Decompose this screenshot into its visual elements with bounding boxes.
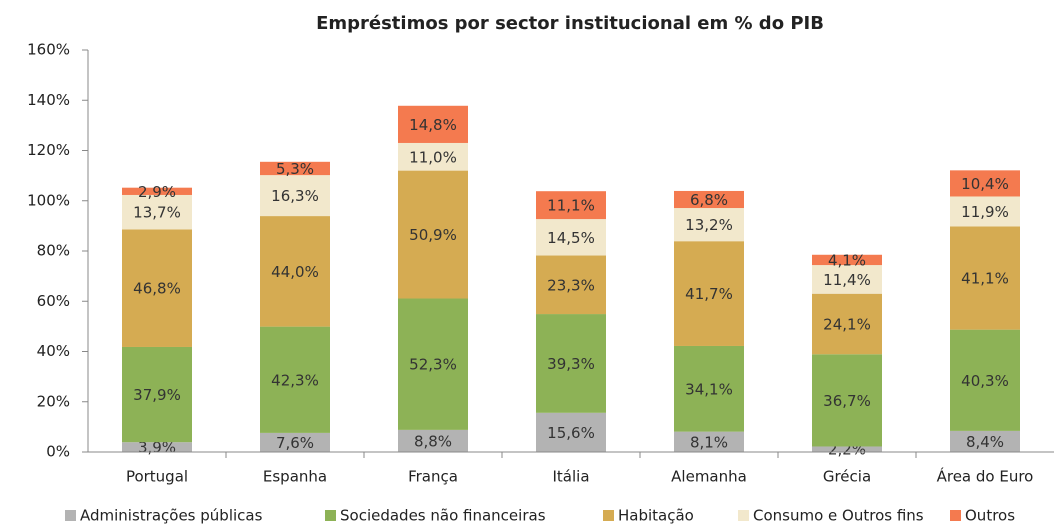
bar-segment	[398, 298, 468, 430]
data-label: 15,6%	[547, 424, 595, 442]
bar-segment	[536, 314, 606, 413]
bar-segment	[260, 326, 330, 433]
x-tick-label: Área do Euro	[937, 467, 1034, 486]
y-tick-label: 140%	[27, 91, 70, 109]
data-label: 10,4%	[961, 175, 1009, 193]
bar-segment	[260, 175, 330, 217]
bar-segment	[122, 229, 192, 347]
bar-segment	[398, 170, 468, 299]
bar-segment	[122, 346, 192, 443]
data-label: 24,1%	[823, 315, 871, 333]
data-label: 6,8%	[690, 191, 728, 209]
bar-segment	[812, 446, 882, 452]
data-label: 2,9%	[138, 183, 176, 201]
legend-label: Consumo e Outros fins	[753, 507, 924, 525]
data-label: 11,4%	[823, 271, 871, 289]
legend-label: Sociedades não financeiras	[340, 507, 546, 525]
bar-segment	[122, 187, 192, 195]
bar-segment	[950, 329, 1020, 431]
data-label: 46,8%	[133, 280, 181, 298]
data-label: 36,7%	[823, 392, 871, 410]
data-label: 8,8%	[414, 432, 452, 450]
y-tick-label: 160%	[27, 41, 70, 59]
bar-segment	[674, 208, 744, 242]
legend-swatch	[738, 510, 749, 521]
bar-segment	[950, 170, 1020, 197]
bar-segment	[674, 345, 744, 432]
bar-segment	[812, 265, 882, 294]
y-tick-label: 100%	[27, 191, 70, 209]
data-label: 16,3%	[271, 187, 319, 205]
data-label: 11,9%	[961, 203, 1009, 221]
y-tick-label: 60%	[37, 292, 70, 310]
data-label: 5,3%	[276, 160, 314, 178]
bar-segment	[950, 226, 1020, 330]
data-label: 34,1%	[685, 380, 733, 398]
x-tick-label: Grécia	[823, 468, 871, 486]
chart-title: Empréstimos por sector institucional em …	[316, 13, 824, 34]
bar-segment	[260, 161, 330, 176]
bar-segment	[674, 190, 744, 209]
y-tick-label: 20%	[37, 392, 70, 410]
data-label: 44,0%	[271, 263, 319, 281]
data-label: 14,8%	[409, 116, 457, 134]
y-tick-label: 80%	[37, 242, 70, 260]
x-tick-label: Alemanha	[671, 468, 747, 486]
data-label: 14,5%	[547, 229, 595, 247]
data-label: 8,1%	[690, 433, 728, 451]
legend-label: Habitação	[618, 507, 694, 525]
y-tick-label: 0%	[46, 443, 70, 461]
x-tick-label: Itália	[552, 468, 589, 486]
data-label: 50,9%	[409, 226, 457, 244]
legend-swatch	[950, 510, 961, 521]
bar-segment	[260, 216, 330, 327]
data-label: 41,1%	[961, 270, 1009, 288]
data-label: 39,3%	[547, 355, 595, 373]
bar-segment	[260, 432, 330, 452]
data-label: 52,3%	[409, 356, 457, 374]
bar-segment	[812, 254, 882, 266]
data-label: 8,4%	[966, 433, 1004, 451]
y-tick-label: 120%	[27, 141, 70, 159]
bar-segment	[398, 105, 468, 143]
bar-segment	[812, 354, 882, 447]
data-label: 13,7%	[133, 204, 181, 222]
bar-segment	[812, 293, 882, 355]
data-label: 13,2%	[685, 216, 733, 234]
legend-swatch	[325, 510, 336, 521]
bar-segment	[536, 191, 606, 220]
bar-segment	[398, 142, 468, 171]
data-label: 11,0%	[409, 148, 457, 166]
bar-segment	[674, 431, 744, 452]
x-tick-label: Espanha	[263, 468, 327, 486]
bar-segment	[398, 429, 468, 452]
x-tick-label: França	[408, 468, 458, 486]
data-label: 11,1%	[547, 197, 595, 215]
bar-segment	[536, 219, 606, 256]
data-label: 4,1%	[828, 251, 866, 269]
legend-swatch	[65, 510, 76, 521]
bar-segment	[122, 194, 192, 230]
legend-label: Outros	[965, 507, 1015, 525]
bar-segment	[950, 430, 1020, 452]
data-label: 23,3%	[547, 276, 595, 294]
x-tick-label: Portugal	[126, 468, 188, 486]
data-label: 37,9%	[133, 386, 181, 404]
bar-segment	[536, 255, 606, 315]
data-label: 7,6%	[276, 434, 314, 452]
legend-swatch	[603, 510, 614, 521]
data-label: 42,3%	[271, 371, 319, 389]
bar-segment	[536, 412, 606, 452]
data-label: 41,7%	[685, 285, 733, 303]
bar-segment	[674, 241, 744, 346]
data-label: 40,3%	[961, 372, 1009, 390]
bar-segment	[122, 442, 192, 452]
bar-segment	[950, 196, 1020, 227]
y-tick-label: 40%	[37, 342, 70, 360]
legend-label: Administrações públicas	[80, 507, 263, 525]
